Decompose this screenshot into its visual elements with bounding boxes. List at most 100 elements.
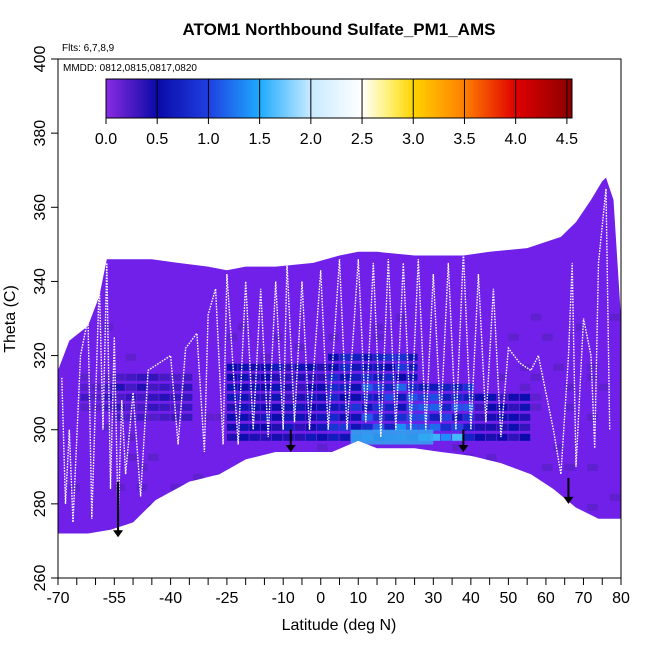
field-cell	[542, 333, 553, 341]
field-cell	[215, 523, 227, 531]
field-cell	[103, 323, 114, 331]
field-cell	[553, 363, 564, 371]
field-cell	[350, 413, 362, 421]
x-tick-label: 50	[500, 590, 518, 607]
profile-arrows	[113, 429, 574, 538]
field-cell	[328, 534, 339, 541]
field-cell	[271, 413, 283, 421]
colorbar-tick-label: 0.0	[95, 131, 117, 148]
field-cell	[148, 393, 159, 401]
field-cell	[440, 393, 452, 401]
field-cell	[530, 503, 542, 511]
field-cell	[508, 333, 519, 341]
field-cell	[395, 523, 407, 531]
field-cell	[395, 353, 407, 361]
field-cell	[373, 423, 384, 431]
field-cell	[181, 403, 193, 411]
field-cell	[530, 393, 542, 401]
field-cell	[317, 493, 328, 501]
field-cell	[294, 343, 305, 351]
field-cell	[407, 423, 418, 431]
field-cell	[283, 413, 294, 421]
field-cell	[463, 403, 474, 411]
field-cell	[283, 483, 294, 491]
field-cell	[362, 423, 373, 431]
field-cell	[350, 383, 362, 391]
field-cell	[474, 403, 486, 411]
field-cell	[170, 393, 182, 401]
arrow-head	[285, 444, 296, 452]
field-cell	[384, 363, 395, 371]
field-cell	[305, 363, 317, 371]
field-cell	[474, 393, 486, 401]
field-cell	[474, 423, 486, 431]
x-tick-label: 80	[612, 590, 630, 607]
colorbar-tick-label: 3.0	[402, 131, 424, 148]
field-cell	[485, 423, 497, 431]
field-cell	[328, 363, 339, 371]
field-cell	[148, 373, 159, 381]
field-cell	[193, 534, 204, 541]
colorbar-tick-label: 2.5	[351, 131, 373, 148]
field-cell	[429, 383, 441, 391]
field-cell	[429, 413, 441, 421]
field-cell	[609, 493, 621, 501]
field-cell	[339, 403, 350, 411]
field-cell	[193, 523, 204, 531]
field-cell	[452, 403, 463, 411]
field-cell	[429, 403, 441, 411]
field-cell	[384, 423, 395, 431]
colorbar-tick-label: 1.0	[197, 131, 219, 148]
field-cell	[519, 413, 531, 421]
field-cell	[170, 383, 182, 391]
field-clip-group	[58, 177, 621, 541]
field-cell	[238, 363, 249, 371]
field-cell	[362, 403, 373, 411]
field-cell	[598, 523, 609, 531]
field-cell	[226, 433, 238, 441]
x-axis-label: Latitude (deg N)	[282, 617, 397, 634]
field-cell	[384, 353, 395, 361]
field-cell	[283, 363, 294, 371]
field-cell	[294, 393, 305, 401]
field-cell	[249, 383, 260, 391]
field-cell	[294, 403, 305, 411]
flights-note: Flts: 6,7,8,9	[62, 43, 115, 54]
field-cell	[328, 373, 339, 381]
field-cell	[170, 373, 182, 381]
field-cell	[181, 483, 193, 491]
field-cell	[373, 323, 384, 331]
colorbar-tick-label: 4.5	[556, 131, 578, 148]
field-cell	[305, 393, 317, 401]
field-cell	[148, 403, 159, 411]
field-cell	[91, 403, 103, 411]
field-cell	[328, 383, 339, 391]
field-cell	[328, 393, 339, 401]
arrow-head	[458, 444, 469, 452]
field-cell	[508, 433, 519, 441]
field-cell	[148, 383, 159, 391]
field-cell	[136, 483, 148, 491]
x-tick-label: 0	[316, 590, 325, 607]
field-cell	[249, 413, 260, 421]
field-cell	[305, 383, 317, 391]
field-cell	[530, 313, 542, 321]
field-cell	[91, 393, 103, 401]
field-cell	[339, 423, 350, 431]
field-cell	[305, 433, 317, 441]
field-cell	[136, 403, 148, 411]
x-tick-label: 70	[575, 590, 593, 607]
field-cell	[362, 353, 373, 361]
field-cell	[80, 373, 91, 381]
field-cell	[294, 423, 305, 431]
field-cell	[564, 383, 576, 391]
field-cell	[373, 403, 384, 411]
y-tick-label: 340	[32, 268, 49, 295]
field-cell	[114, 483, 125, 491]
field-cell	[350, 403, 362, 411]
field-cell	[339, 433, 350, 441]
colorbar-tick-label: 1.5	[249, 131, 271, 148]
field-cell	[136, 413, 148, 421]
field-cell	[339, 393, 350, 401]
